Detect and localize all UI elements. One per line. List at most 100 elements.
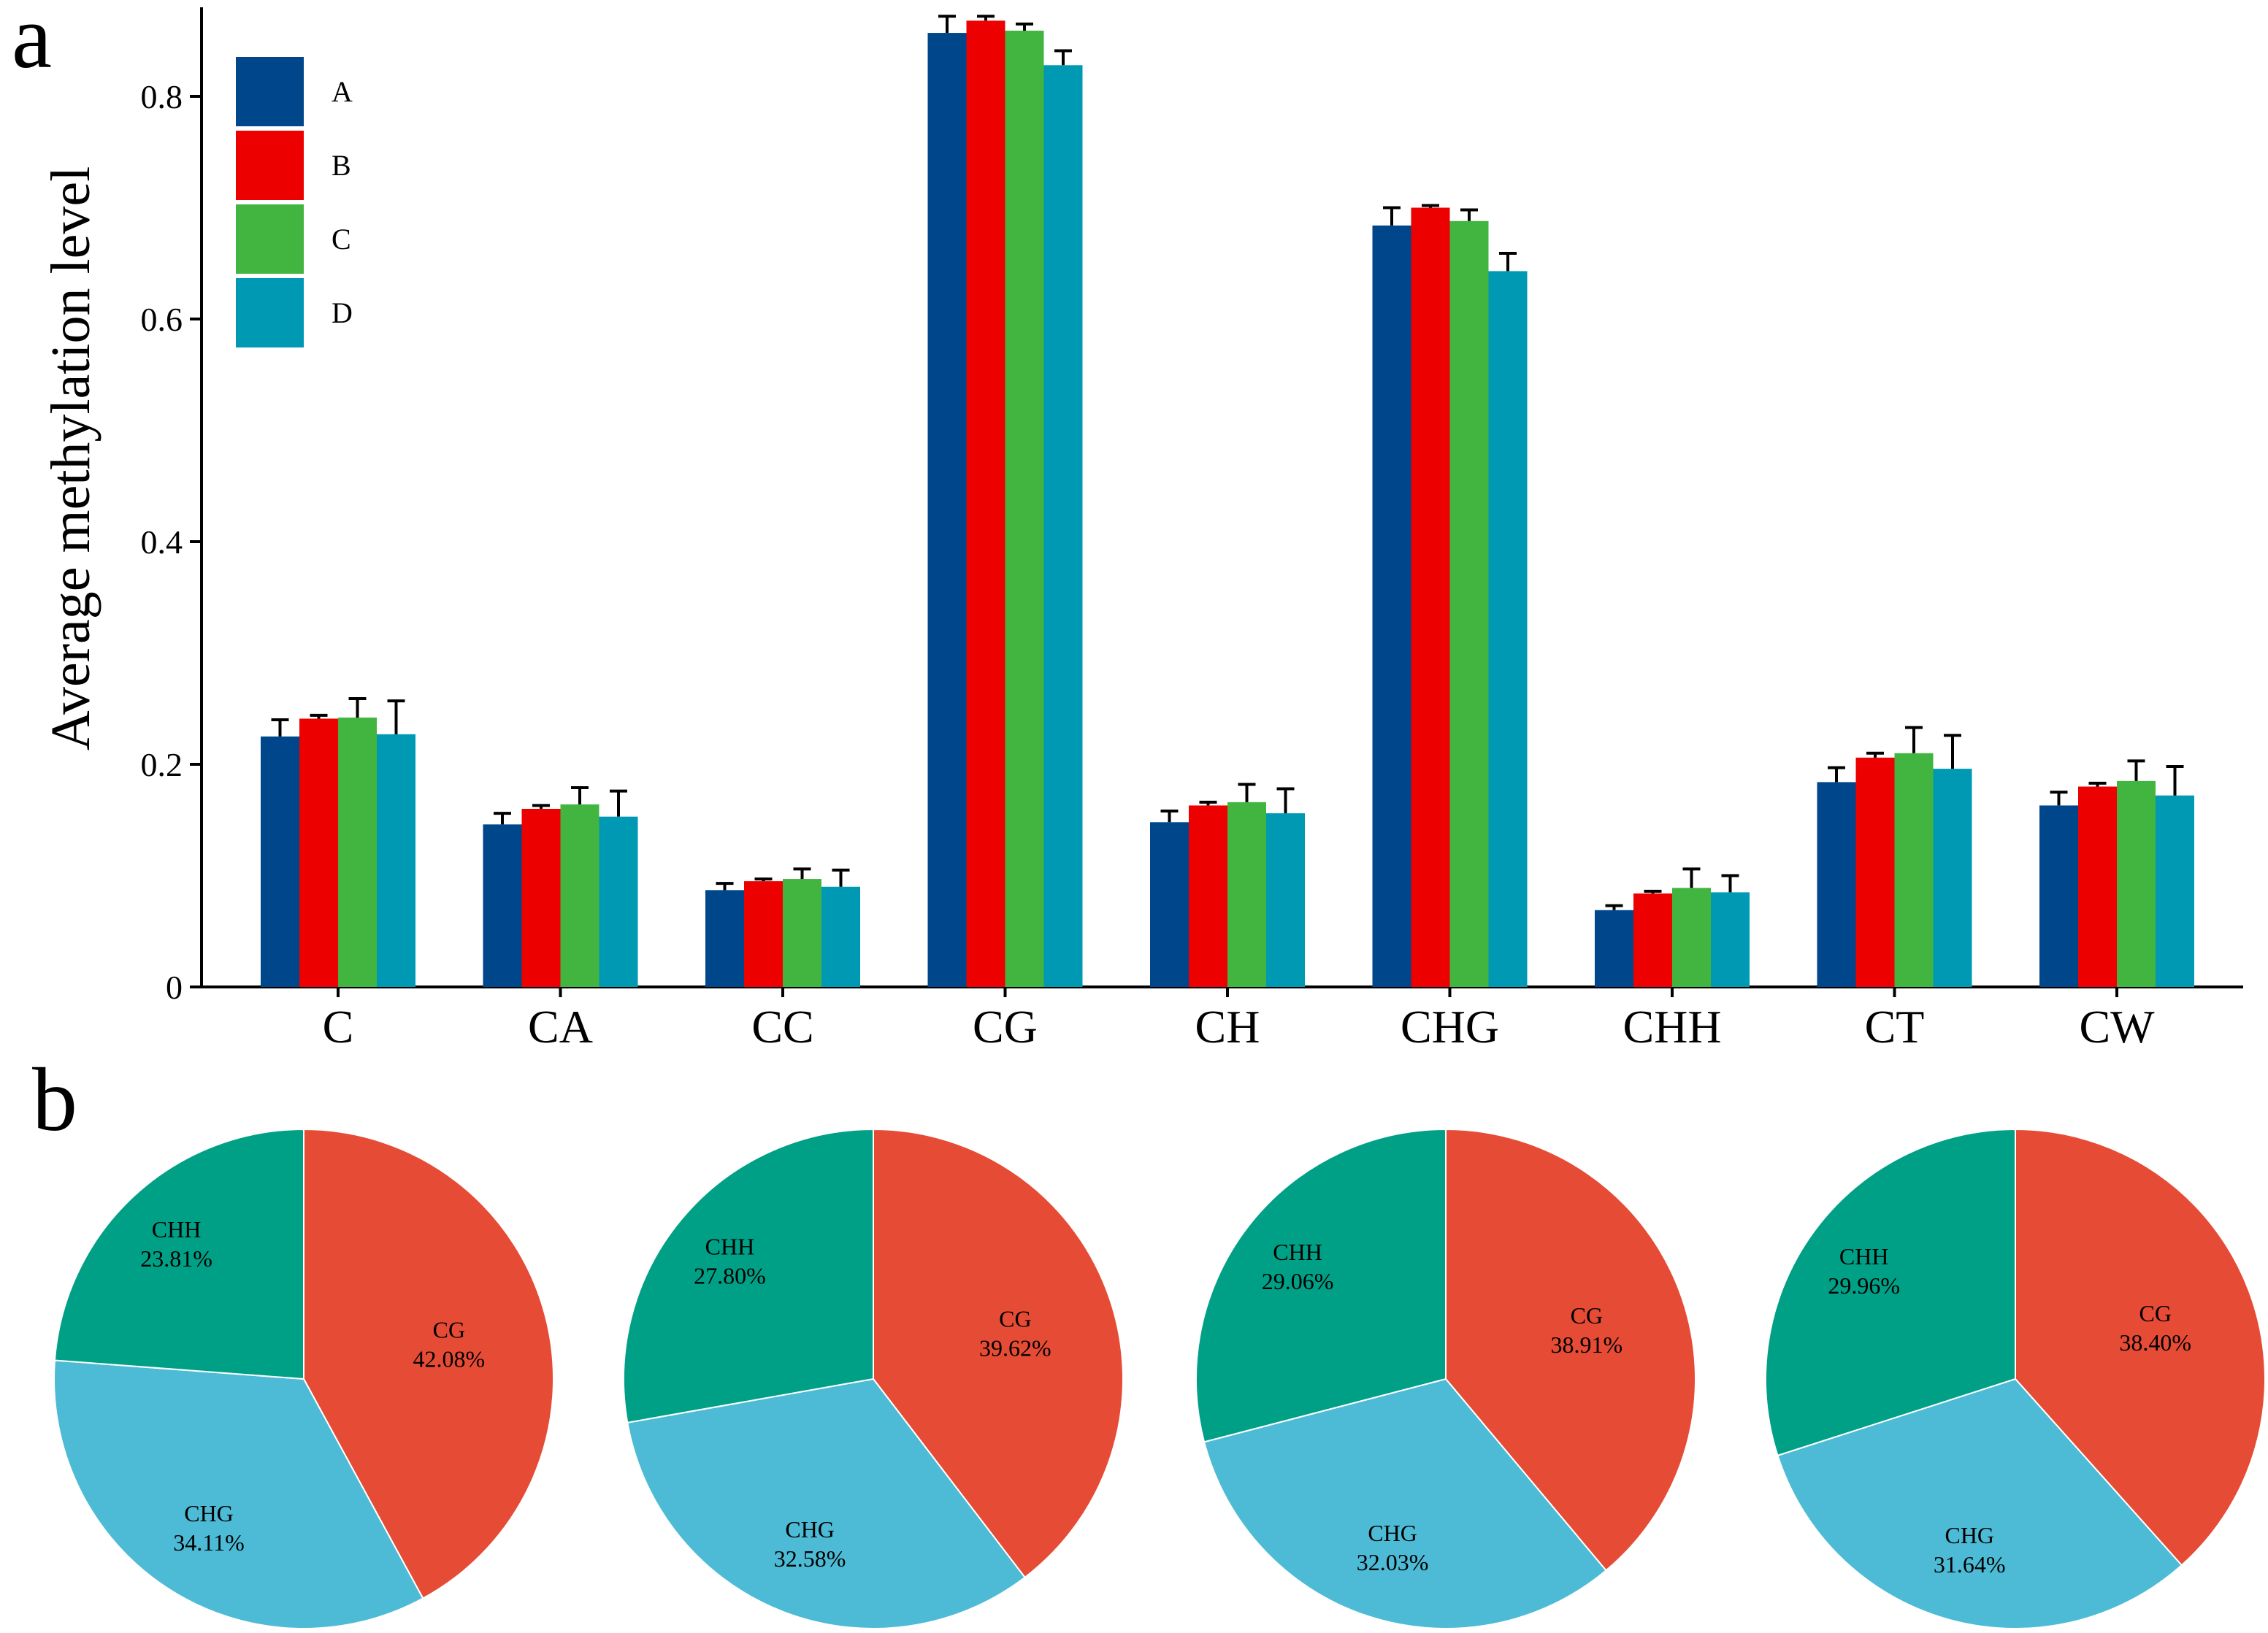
- error-bar-CW-D: [2166, 765, 2184, 796]
- pie-slice-percent: 29.96%: [1828, 1272, 1900, 1299]
- bar-CHG-A: [1372, 225, 1411, 987]
- pie-slice-name: CHH: [705, 1233, 755, 1259]
- pie-slice-name: CHG: [1945, 1522, 1994, 1548]
- bar-CG-D: [1043, 65, 1083, 987]
- pie-slice-name: CG: [2139, 1300, 2171, 1326]
- y-tick-label: 0.2: [141, 746, 183, 783]
- pie-slice-percent: 39.62%: [979, 1334, 1051, 1361]
- error-bar-CH-C: [1238, 783, 1256, 802]
- bar-CT-A: [1817, 782, 1856, 987]
- bar-CA-D: [599, 816, 638, 987]
- bar-CH-A: [1150, 822, 1189, 987]
- pie-slice-percent: 31.64%: [1934, 1551, 2006, 1578]
- bar-CH-B: [1189, 805, 1227, 987]
- error-bar-CHH-B: [1644, 889, 1662, 894]
- bar-CHG-B: [1411, 207, 1450, 987]
- bar-CHH-B: [1633, 893, 1672, 987]
- panel-b-label: b: [32, 1050, 77, 1150]
- pie-slice-percent: 34.11%: [173, 1529, 244, 1556]
- pie-slice-CG: [303, 1128, 554, 1599]
- error-bar-C-D: [387, 699, 405, 734]
- error-bar-CG-C: [1016, 22, 1033, 31]
- pie-slice-CHH: [1195, 1128, 1447, 1443]
- pie-slice-CHH: [53, 1128, 304, 1380]
- bar-CC-C: [783, 879, 821, 987]
- error-bar-CHH-A: [1605, 904, 1623, 910]
- pie-slice-percent: 42.08%: [413, 1345, 486, 1372]
- pie-slice-name: CG: [1571, 1302, 1603, 1329]
- error-bar-CG-D: [1054, 49, 1072, 66]
- bar-C-D: [377, 734, 415, 987]
- pie-slice-CHH: [1764, 1128, 2016, 1457]
- legend-swatch-A: [236, 57, 304, 126]
- x-tick-label: CW: [2079, 1001, 2155, 1053]
- bar-CH-C: [1227, 802, 1266, 987]
- error-bar-CC-B: [754, 877, 773, 882]
- pie-slice-percent: 27.80%: [694, 1262, 766, 1288]
- error-bar-CHG-A: [1383, 206, 1401, 226]
- x-tick-label: CH: [1195, 1001, 1260, 1053]
- error-bar-C-B: [310, 713, 328, 719]
- error-bar-CC-C: [793, 867, 811, 880]
- error-bar-CH-B: [1199, 800, 1217, 806]
- error-bar-CG-A: [938, 15, 956, 34]
- pie-charts: CG42.08%CHG34.11%CHH23.81%CG39.62%CHG32.…: [53, 1128, 2266, 1629]
- x-tick-label: CC: [751, 1001, 813, 1053]
- bar-CC-B: [744, 881, 783, 987]
- pie-slice-CG: [873, 1128, 1124, 1579]
- y-tick-label: 0.8: [141, 78, 183, 115]
- pie-slice-percent: 38.91%: [1551, 1332, 1623, 1358]
- bar-CHH-D: [1711, 892, 1750, 987]
- bar-CG-A: [927, 33, 967, 988]
- y-tick-label: 0.4: [141, 523, 183, 561]
- bar-CC-A: [705, 890, 744, 987]
- error-bar-CHH-C: [1682, 867, 1701, 888]
- bar-CW-C: [2117, 780, 2156, 987]
- pie-chart-1: CG 42.08% CHG 34.11% CHH 23.81%: [53, 1128, 554, 1629]
- pie-slice-name: CHH: [152, 1216, 202, 1242]
- x-tick-label: CHG: [1401, 1001, 1499, 1053]
- pie-slice-name: CG: [433, 1316, 465, 1342]
- error-bar-CA-A: [494, 812, 511, 825]
- y-axis-title: Average methylation level: [40, 166, 101, 751]
- pie-slice-percent: 32.03%: [1357, 1549, 1429, 1575]
- bar-chart: Average methylation level 00.20.40.60.8 …: [40, 7, 2243, 1053]
- error-bar-CHG-D: [1499, 252, 1517, 272]
- error-bar-CHG-B: [1422, 204, 1439, 208]
- bar-CHG-C: [1449, 220, 1489, 987]
- bar-CHH-A: [1595, 910, 1633, 987]
- bar-CW-B: [2078, 786, 2117, 987]
- error-bar-C-C: [348, 697, 367, 718]
- error-bar-C-A: [271, 718, 289, 737]
- bar-CT-B: [1855, 757, 1895, 987]
- pie-slice-name: CHG: [1368, 1520, 1417, 1546]
- error-bar-CHG-C: [1460, 208, 1478, 221]
- pie-slice-CHG: [627, 1378, 1026, 1629]
- pie-slice-CG: [1445, 1128, 1696, 1572]
- bar-CT-D: [1933, 769, 1972, 987]
- bar-CHG-D: [1488, 271, 1528, 987]
- y-tick-label: 0.6: [141, 301, 183, 338]
- legend-label-A: A: [332, 75, 353, 108]
- error-bar-CH-A: [1160, 810, 1179, 823]
- error-bar-CT-C: [1905, 726, 1923, 753]
- error-bar-CT-B: [1866, 751, 1884, 758]
- bar-CH-D: [1266, 813, 1305, 987]
- bar-CA-C: [560, 804, 599, 987]
- pie-slice-CHG: [53, 1359, 424, 1629]
- x-tick-label: CT: [1865, 1001, 1925, 1053]
- bar-CA-A: [483, 824, 522, 987]
- legend-swatch-B: [236, 131, 304, 200]
- legend: A B C D: [236, 57, 353, 347]
- bar-C-C: [338, 717, 377, 987]
- pie-slice-CHG: [1777, 1378, 2183, 1629]
- x-tick-label: CA: [528, 1001, 593, 1053]
- pie-slice-name: CHH: [1273, 1239, 1322, 1265]
- bar-CW-D: [2156, 795, 2194, 987]
- error-bar-CC-A: [716, 882, 734, 891]
- bar-CG-B: [966, 20, 1005, 987]
- pie-slice-name: CG: [999, 1305, 1031, 1332]
- pie-slice-percent: 32.58%: [774, 1545, 846, 1572]
- pie-slice-CHH: [623, 1128, 874, 1424]
